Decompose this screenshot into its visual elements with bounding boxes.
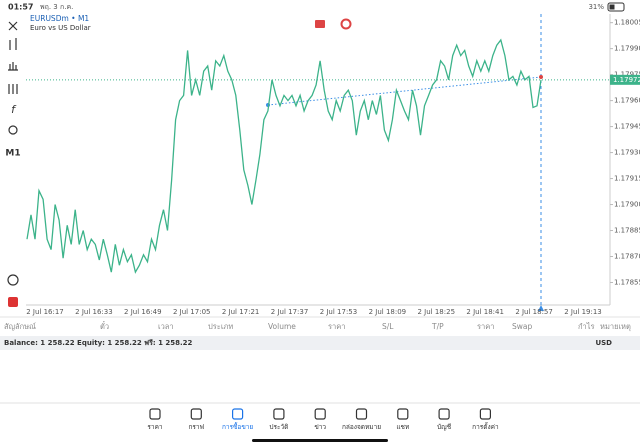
column-header: S/L bbox=[382, 322, 394, 331]
trade-icon[interactable] bbox=[8, 297, 18, 307]
battery-level bbox=[609, 4, 615, 10]
buy-button[interactable] bbox=[340, 18, 352, 30]
y-tick-label: 1.17885 bbox=[614, 227, 640, 235]
x-tick-label: 2 Jul 16:49 bbox=[124, 308, 162, 316]
y-tick-label: 1.17990 bbox=[614, 45, 640, 53]
sell-button[interactable] bbox=[315, 20, 325, 28]
x-tick-label: 2 Jul 18:41 bbox=[466, 308, 504, 316]
clock-icon[interactable] bbox=[7, 274, 19, 286]
x-tick-label: 2 Jul 17:21 bbox=[222, 308, 260, 316]
status-date: พฤ. 3 ก.ค. bbox=[40, 3, 73, 11]
trade-close bbox=[539, 75, 543, 79]
column-header: ราคา bbox=[477, 322, 494, 331]
x-tick-label: 2 Jul 17:37 bbox=[271, 308, 309, 316]
tab-label[interactable]: การตั้งค่า bbox=[472, 422, 499, 431]
column-header: T/P bbox=[431, 322, 444, 331]
current-price-label: 1.17972 bbox=[613, 76, 640, 84]
y-tick-label: 1.17855 bbox=[614, 278, 640, 286]
y-tick-label: 1.18005 bbox=[614, 19, 640, 27]
tab-icon[interactable] bbox=[149, 408, 161, 420]
tab-icon[interactable] bbox=[479, 408, 491, 420]
table-header: สัญลักษณ์ ตั๋ว เวลา ประเภท Volume ราคา S/L T/P ร… bbox=[4, 321, 631, 331]
chart-symbol[interactable]: EURUSDm • M1 bbox=[30, 14, 89, 23]
x-tick-label: 2 Jul 19:13 bbox=[564, 308, 602, 316]
y-tick-label: 1.17900 bbox=[614, 201, 640, 209]
tab-label[interactable]: กล่องจดหมาย bbox=[342, 423, 381, 431]
trade-line bbox=[267, 76, 542, 106]
x-tick-label: 2 Jul 18:57 bbox=[515, 308, 553, 316]
candles-icon[interactable] bbox=[9, 38, 17, 50]
tab-label[interactable]: แชท bbox=[396, 423, 409, 431]
column-header: ราคา bbox=[328, 322, 345, 331]
tab-label[interactable]: ข่าว bbox=[314, 423, 326, 431]
y-tick-label: 1.17915 bbox=[614, 175, 640, 183]
current-price-box bbox=[610, 74, 640, 85]
objects-icon[interactable] bbox=[8, 125, 18, 135]
y-tick-label: 1.17960 bbox=[614, 97, 640, 105]
x-tick-label: 2 Jul 18:09 bbox=[369, 308, 407, 316]
tab-icon[interactable] bbox=[355, 408, 368, 420]
tab-icon[interactable] bbox=[438, 408, 450, 420]
balance-currency: USD bbox=[595, 339, 612, 347]
y-tick-label: 1.17870 bbox=[614, 253, 640, 261]
balance-bar bbox=[0, 336, 640, 350]
y-tick-label: 1.17975 bbox=[614, 71, 640, 79]
x-tick-label: 2 Jul 17:53 bbox=[320, 308, 358, 316]
time-marker-arrow bbox=[538, 305, 544, 311]
y-tick-label: 1.17930 bbox=[614, 149, 640, 157]
function-icon[interactable]: f bbox=[11, 103, 17, 116]
tab-label[interactable]: การซื้อขาย bbox=[222, 422, 253, 431]
x-tick-label: 2 Jul 17:05 bbox=[173, 308, 211, 316]
column-header: สัญลักษณ์ bbox=[4, 322, 36, 331]
column-header: ประเภท bbox=[208, 322, 233, 331]
balance-text: Balance: 1 258.22 Equity: 1 258.22 ฟรี: … bbox=[4, 339, 193, 347]
home-indicator bbox=[252, 439, 388, 442]
status-time: 01:57 bbox=[8, 3, 33, 12]
indicators-icon[interactable] bbox=[8, 84, 18, 94]
timeframe[interactable]: M1 bbox=[5, 149, 20, 159]
tab-icon[interactable] bbox=[397, 408, 409, 420]
price-line bbox=[26, 38, 542, 274]
tab-icon[interactable] bbox=[314, 408, 326, 420]
column-header: Volume bbox=[268, 322, 296, 331]
status-battery: 31% bbox=[588, 3, 604, 11]
x-tick-label: 2 Jul 16:33 bbox=[75, 308, 113, 316]
column-header: หมายเหตุ bbox=[600, 322, 631, 331]
tab-icon[interactable] bbox=[273, 408, 285, 420]
battery-icon bbox=[607, 2, 625, 12]
tab-label[interactable]: กราฟ bbox=[188, 423, 204, 431]
x-tick-label: 2 Jul 16:17 bbox=[26, 308, 64, 316]
y-tick-label: 1.17945 bbox=[614, 123, 640, 131]
chart-description: Euro vs US Dollar bbox=[30, 24, 91, 32]
crosshair-icon[interactable] bbox=[8, 21, 18, 31]
column-header: Swap bbox=[512, 322, 532, 331]
tab-label[interactable]: ประวัติ bbox=[269, 423, 288, 431]
tab-label[interactable]: บัญชี bbox=[437, 423, 452, 431]
column-header: เวลา bbox=[158, 322, 174, 331]
column-header: กำไร bbox=[578, 322, 595, 331]
tab-icon[interactable] bbox=[190, 408, 202, 420]
toolbar: f M1 bbox=[0, 14, 26, 314]
toolbar-bg bbox=[0, 14, 26, 314]
tab-label[interactable]: ราคา bbox=[147, 423, 162, 431]
tab-bar: ราคา กราฟ การซื้อขาย ประวัติ ข่าว กล่องจดหมาย… bbox=[147, 408, 499, 431]
x-tick-label: 2 Jul 18:25 bbox=[418, 308, 456, 316]
column-header: ตั๋ว bbox=[100, 321, 109, 331]
tab-icon[interactable] bbox=[232, 408, 244, 420]
bars-icon[interactable] bbox=[8, 62, 18, 71]
